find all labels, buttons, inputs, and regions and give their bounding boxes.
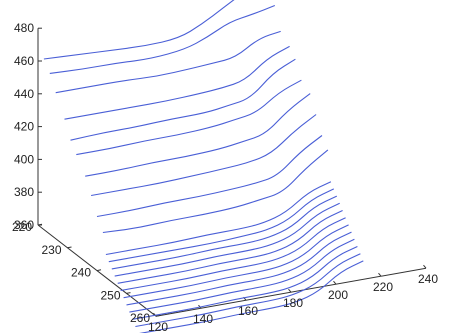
series-line-2 (49, 4, 276, 74)
depth-tick (37, 223, 43, 226)
depth-tick (126, 292, 131, 294)
series-line-15 (117, 210, 343, 284)
x-tick-label: 160 (238, 304, 258, 318)
x-tick (288, 288, 292, 293)
x-tick-label: 180 (283, 296, 303, 310)
z-tick-label: 480 (14, 21, 34, 35)
series-line-7 (85, 93, 311, 177)
z-tick-label: 360 (14, 218, 34, 232)
depth-tick (96, 269, 102, 272)
x-tick-label: 140 (193, 312, 213, 326)
series-line-20 (132, 246, 358, 320)
series-line-4 (64, 45, 290, 120)
z-tick-label: 380 (14, 185, 34, 199)
series-line-3 (55, 30, 281, 94)
x-tick-label: 220 (373, 280, 393, 294)
series-line-22 (139, 260, 364, 333)
series-line-10 (102, 149, 329, 234)
series-line-1 (43, 0, 235, 60)
series-lines (43, 0, 364, 333)
z-tick-label: 400 (14, 152, 34, 166)
depth-tick-label: 260 (130, 311, 150, 325)
series-line-13 (111, 195, 338, 270)
x-tick-label: 120 (148, 320, 168, 333)
z-tick-label: 420 (14, 120, 34, 134)
depth-tick-label: 250 (100, 288, 120, 302)
x-tick-label: 200 (328, 288, 348, 302)
series-line-11 (105, 181, 332, 256)
series-line-16 (120, 217, 346, 292)
depth-tick (155, 314, 161, 317)
depth-tick-label: 220 (12, 220, 32, 234)
series-line-9 (96, 135, 323, 218)
series-line-8 (91, 114, 317, 197)
axes (37, 27, 427, 317)
series-line-5 (70, 58, 296, 141)
series-line-21 (135, 253, 361, 328)
x-tick (378, 272, 382, 277)
x-tick-label: 240 (418, 272, 438, 286)
x-tick (423, 264, 427, 269)
series-line-17 (123, 224, 349, 299)
depth-tick-label: 230 (41, 243, 61, 257)
series-line-19 (129, 238, 355, 313)
depth-tick (67, 246, 72, 249)
series-line-14 (114, 202, 340, 277)
depth-tick-label: 240 (71, 266, 91, 280)
x-tick (333, 280, 337, 285)
z-tick-label: 440 (14, 87, 34, 101)
series-line-12 (108, 188, 335, 263)
series-line-18 (126, 231, 352, 306)
z-tick-label: 460 (14, 54, 34, 68)
series-line-6 (76, 79, 302, 156)
